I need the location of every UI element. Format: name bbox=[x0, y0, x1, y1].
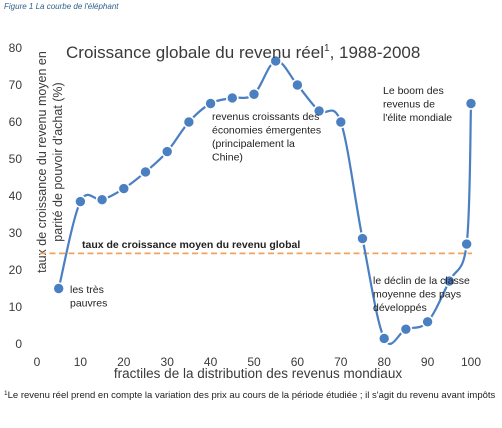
data-point bbox=[356, 232, 369, 245]
y-tick-label: 40 bbox=[9, 189, 23, 203]
data-point bbox=[269, 54, 283, 68]
x-tick-label: 80 bbox=[378, 355, 392, 369]
data-point bbox=[74, 195, 87, 208]
x-tick-label: 10 bbox=[74, 355, 88, 369]
x-axis-label: fractiles de la distribution des revenus… bbox=[114, 366, 402, 381]
annotation-emerging-economies: revenus croissants des économies émergent… bbox=[212, 111, 321, 164]
y-tick-label: 30 bbox=[9, 226, 23, 240]
data-point bbox=[182, 115, 196, 129]
annotation-line: le déclin de la classe bbox=[373, 275, 470, 287]
x-tick-label: 90 bbox=[421, 355, 435, 369]
data-point bbox=[377, 332, 391, 345]
reference-line-label: taux de croissance moyen du revenu globa… bbox=[82, 239, 300, 251]
x-tick-label: 50 bbox=[247, 355, 261, 369]
footnote: 1Le revenu réel prend en compte la varia… bbox=[4, 389, 498, 403]
data-point bbox=[312, 104, 326, 118]
chart-title: Croissance globale du revenu réel1, 1988… bbox=[66, 43, 420, 62]
chart-title-suffix: , 1988-2008 bbox=[330, 43, 421, 62]
footnote-text: Le revenu réel prend en compte la variat… bbox=[7, 390, 496, 401]
data-point bbox=[95, 193, 109, 206]
data-point bbox=[117, 182, 131, 195]
footnote-marker: 1 bbox=[4, 390, 8, 397]
elephant-curve-chart: taux de croissance du revenu moyen en pa… bbox=[9, 41, 482, 381]
y-tick-label: 0 bbox=[15, 337, 22, 351]
y-tick-label: 70 bbox=[9, 78, 23, 92]
data-point bbox=[139, 165, 152, 179]
chart-title-main: Croissance globale du revenu réel bbox=[66, 43, 324, 62]
data-point bbox=[291, 78, 304, 92]
data-point bbox=[442, 274, 456, 288]
y-tick-label: 10 bbox=[9, 300, 23, 314]
data-point bbox=[52, 282, 66, 295]
x-tick-label: 30 bbox=[161, 355, 175, 369]
data-point bbox=[464, 97, 478, 110]
annotation-line: les très bbox=[70, 284, 104, 296]
annotation-line: Chine) bbox=[212, 152, 243, 164]
x-tick-label: 20 bbox=[117, 355, 131, 369]
series-points bbox=[52, 54, 478, 345]
x-tick-label: 70 bbox=[334, 355, 348, 369]
data-point bbox=[160, 145, 174, 158]
annotation-line: pauvres bbox=[70, 298, 107, 310]
annotation-line: revenus croissants des bbox=[212, 111, 319, 123]
annotation-line: (principalement la bbox=[212, 138, 295, 150]
x-tick-label: 60 bbox=[291, 355, 305, 369]
annotation-line: moyenne des pays bbox=[373, 289, 461, 301]
y-axis-label-line1: taux de croissance du revenu moyen en bbox=[35, 51, 49, 273]
x-tick-label: 100 bbox=[461, 355, 481, 369]
y-axis-label-line2: parité de pouvoir d'achat (%) bbox=[51, 82, 65, 241]
annotation-line: économies émergentes bbox=[212, 125, 321, 137]
x-tick-label: 0 bbox=[34, 355, 41, 369]
y-axis-ticks: 0 10 20 30 40 50 60 70 80 bbox=[9, 41, 23, 351]
data-point bbox=[460, 237, 473, 251]
y-tick-label: 80 bbox=[9, 41, 23, 55]
y-tick-label: 20 bbox=[9, 263, 23, 277]
annotation-line: développés bbox=[373, 302, 427, 314]
x-tick-label: 40 bbox=[204, 355, 218, 369]
data-point bbox=[334, 115, 348, 129]
annotation-line: l'élite mondiale bbox=[383, 112, 452, 124]
annotation-poorest: les très pauvres bbox=[70, 284, 107, 310]
data-point bbox=[399, 322, 413, 336]
y-axis-label: taux de croissance du revenu moyen en pa… bbox=[35, 51, 65, 273]
annotation-middle-class-decline: le déclin de la classe moyenne des pays dé… bbox=[373, 275, 470, 314]
y-tick-label: 60 bbox=[9, 115, 23, 129]
annotation-global-elite: Le boom des revenus de l'élite mondiale bbox=[383, 85, 452, 124]
data-point bbox=[226, 91, 239, 105]
annotation-line: revenus de bbox=[383, 99, 435, 111]
x-axis-ticks: 0 10 20 30 40 50 60 70 80 90 100 bbox=[34, 355, 482, 369]
figure-caption: Figure 1 La courbe de l'éléphant bbox=[4, 2, 119, 11]
annotation-line: Le boom des bbox=[383, 85, 444, 97]
y-tick-label: 50 bbox=[9, 152, 23, 166]
data-point bbox=[247, 87, 261, 101]
chart-title-superscript: 1 bbox=[324, 43, 330, 54]
data-point bbox=[204, 97, 217, 110]
data-point bbox=[421, 315, 434, 329]
